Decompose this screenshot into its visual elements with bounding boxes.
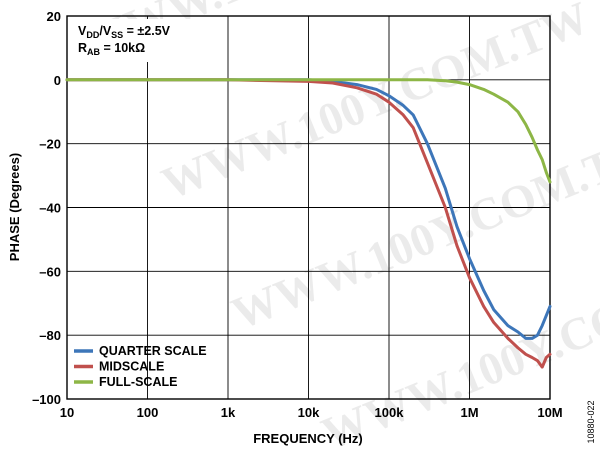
y-axis-label: PHASE (Degrees) — [7, 153, 22, 261]
x-tick-label: 1M — [460, 405, 478, 420]
x-tick-label: 1k — [221, 405, 236, 420]
conditions-annotation: VDD/VSS = ±2.5V RAB = 10kΩ — [70, 19, 210, 62]
figure-id: 10880-022 — [586, 400, 596, 443]
y-tick-label: –20 — [39, 137, 61, 152]
annotation-line-2: RAB = 10kΩ — [78, 41, 145, 57]
plot-frame — [66, 15, 551, 400]
series-line-3 — [65, 78, 552, 184]
series-line-2 — [65, 78, 552, 369]
x-tick-label: 10 — [60, 405, 74, 420]
series-group — [65, 78, 552, 369]
annotation-background — [70, 19, 210, 62]
legend-label: MIDSCALE — [99, 360, 164, 374]
y-tick-label: –40 — [39, 201, 61, 216]
tick-labels: 10 100 1k 10k 100k 1M 10M 20 0 –20 –40 –60 –80 –100 — [32, 9, 563, 420]
x-axis-label: FREQUENCY (Hz) — [253, 431, 363, 446]
y-tick-label: –100 — [32, 392, 61, 407]
y-tick-label: 20 — [47, 9, 61, 24]
x-tick-label: 100k — [375, 405, 405, 420]
annotation-line-1: VDD/VSS = ±2.5V — [78, 24, 171, 40]
legend-label: FULL-SCALE — [99, 375, 177, 389]
x-tick-label: 100 — [137, 405, 159, 420]
y-tick-label: 0 — [54, 73, 61, 88]
x-tick-label: 10k — [298, 405, 320, 420]
y-tick-label: –60 — [39, 264, 61, 279]
y-tick-label: –80 — [39, 328, 61, 343]
x-tick-label: 10M — [537, 405, 562, 420]
legend-label: QUARTER SCALE — [99, 344, 207, 358]
